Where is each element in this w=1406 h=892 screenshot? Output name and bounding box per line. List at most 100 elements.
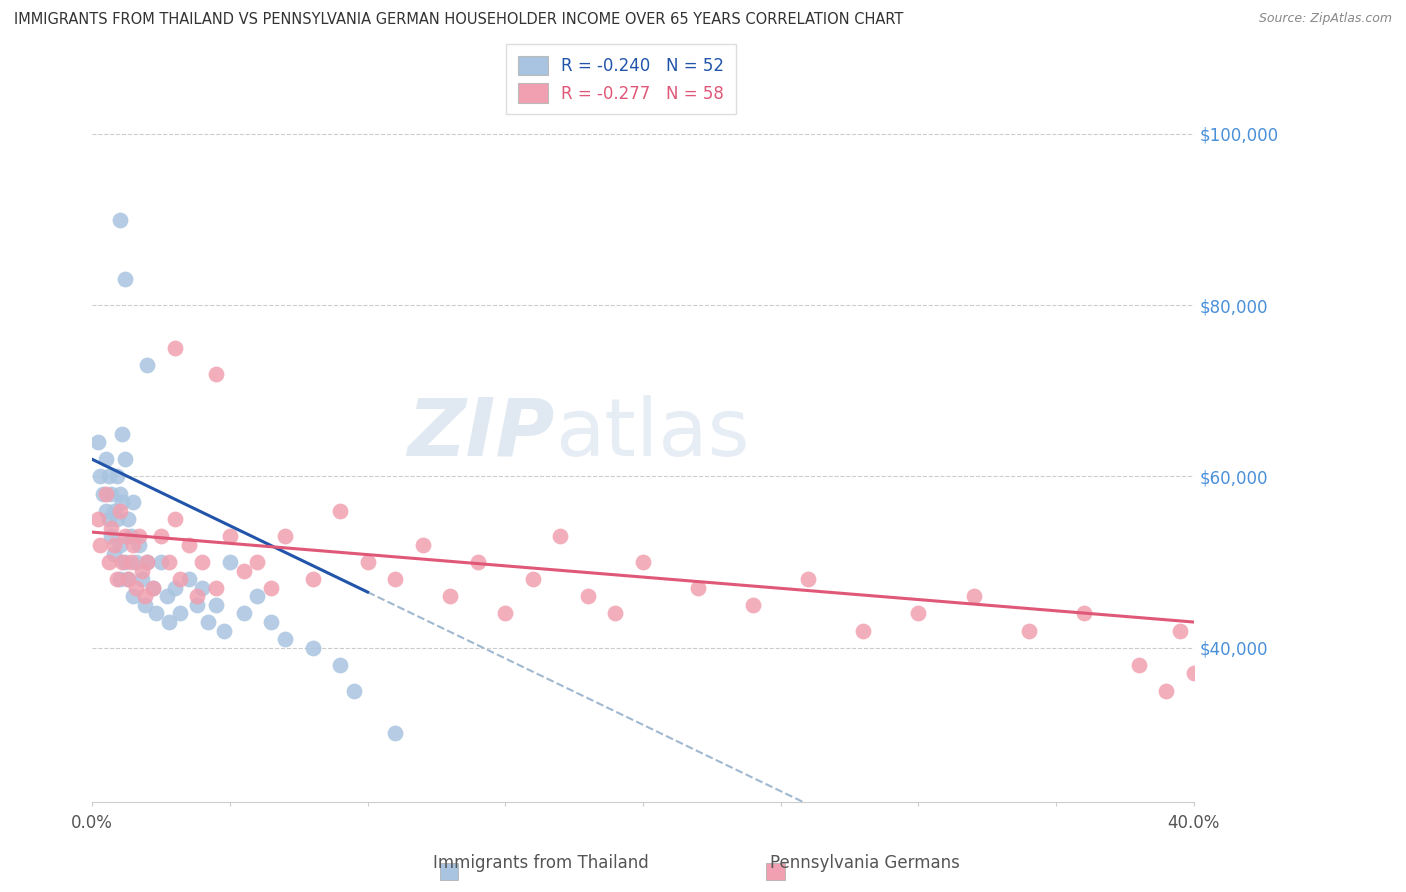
Point <box>117 572 139 586</box>
Point <box>117 512 139 526</box>
Point <box>100 529 122 543</box>
Point <box>384 572 406 586</box>
Point <box>134 598 156 612</box>
Point <box>142 581 165 595</box>
Point <box>94 486 117 500</box>
Point <box>103 538 125 552</box>
Point <box>97 555 120 569</box>
Point <box>177 538 200 552</box>
Point <box>155 590 177 604</box>
Point <box>94 504 117 518</box>
Point <box>108 538 131 552</box>
Point <box>108 504 131 518</box>
Point <box>108 212 131 227</box>
Point <box>114 555 136 569</box>
Point <box>494 607 516 621</box>
Point <box>356 555 378 569</box>
Point <box>108 572 131 586</box>
Point <box>260 581 283 595</box>
Point <box>550 529 572 543</box>
Point <box>89 469 111 483</box>
Point <box>1073 607 1095 621</box>
Point <box>177 572 200 586</box>
Point <box>232 607 254 621</box>
Point <box>688 581 710 595</box>
Point <box>797 572 820 586</box>
Point <box>219 529 242 543</box>
Point <box>125 581 148 595</box>
Point <box>100 521 122 535</box>
Point <box>114 529 136 543</box>
Point <box>114 272 136 286</box>
Point <box>852 624 875 638</box>
Point <box>150 555 173 569</box>
Point <box>246 555 269 569</box>
Point <box>439 590 461 604</box>
Point <box>111 495 134 509</box>
Point <box>329 504 352 518</box>
Point <box>114 452 136 467</box>
Point <box>134 590 156 604</box>
Point <box>136 358 159 372</box>
Point <box>163 581 186 595</box>
Point <box>301 572 323 586</box>
Point <box>122 590 145 604</box>
Point <box>128 538 150 552</box>
Point <box>169 572 191 586</box>
Point <box>136 555 159 569</box>
Point <box>274 632 297 647</box>
Point <box>145 607 167 621</box>
Point <box>91 486 114 500</box>
Point <box>1156 683 1178 698</box>
Point <box>329 657 352 672</box>
Point <box>105 572 128 586</box>
Point <box>205 598 228 612</box>
Text: Source: ZipAtlas.com: Source: ZipAtlas.com <box>1258 12 1392 25</box>
Point <box>163 341 186 355</box>
Point <box>131 572 153 586</box>
Point <box>191 555 214 569</box>
Point <box>131 564 153 578</box>
Text: atlas: atlas <box>555 394 749 473</box>
Point <box>907 607 929 621</box>
Point <box>97 512 120 526</box>
Point <box>274 529 297 543</box>
Point <box>142 581 165 595</box>
Point <box>186 590 208 604</box>
Point <box>103 504 125 518</box>
Point <box>605 607 627 621</box>
Point <box>576 590 599 604</box>
Point <box>962 590 984 604</box>
Point <box>157 615 180 629</box>
Text: ZIP: ZIP <box>408 394 555 473</box>
Point <box>128 529 150 543</box>
Point <box>1168 624 1191 638</box>
Point <box>122 495 145 509</box>
Point <box>186 598 208 612</box>
Point <box>86 512 108 526</box>
Point <box>111 555 134 569</box>
Point <box>103 547 125 561</box>
Point <box>631 555 654 569</box>
Point <box>219 555 242 569</box>
Point <box>197 615 219 629</box>
Point <box>169 607 191 621</box>
Point <box>412 538 434 552</box>
Point <box>108 486 131 500</box>
Point <box>522 572 544 586</box>
Point <box>260 615 283 629</box>
Point <box>343 683 366 698</box>
Text: Immigrants from Thailand: Immigrants from Thailand <box>433 855 650 872</box>
Point <box>105 512 128 526</box>
Point <box>117 572 139 586</box>
Point <box>150 529 173 543</box>
Point <box>86 435 108 450</box>
Point <box>205 367 228 381</box>
Point <box>742 598 765 612</box>
Point <box>97 469 120 483</box>
Point <box>122 538 145 552</box>
Point <box>94 452 117 467</box>
Point <box>214 624 236 638</box>
Point <box>1018 624 1040 638</box>
Text: IMMIGRANTS FROM THAILAND VS PENNSYLVANIA GERMAN HOUSEHOLDER INCOME OVER 65 YEARS: IMMIGRANTS FROM THAILAND VS PENNSYLVANIA… <box>14 12 904 27</box>
